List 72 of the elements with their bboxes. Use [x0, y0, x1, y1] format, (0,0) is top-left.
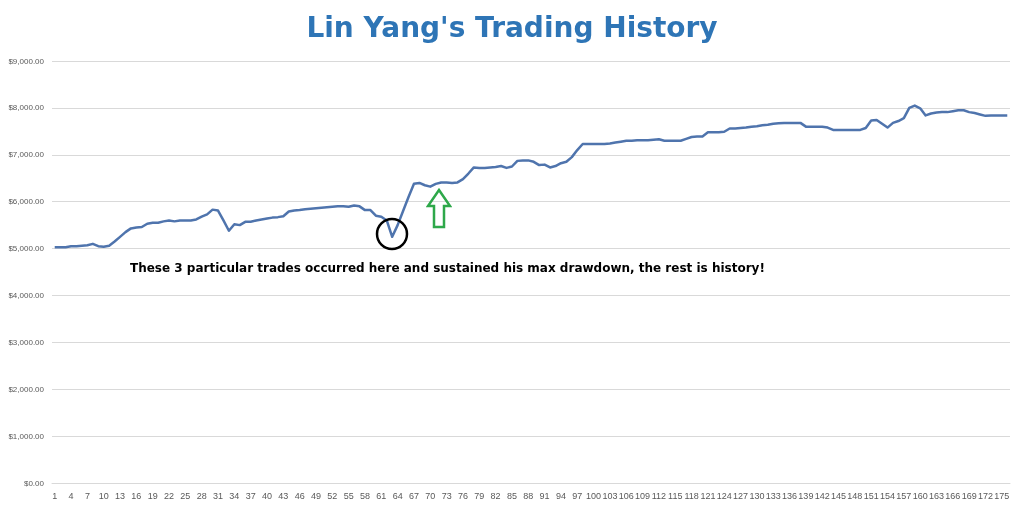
x-tick-label: 10: [98, 490, 109, 501]
x-tick-label: 76: [457, 490, 468, 501]
x-tick-label: 70: [425, 490, 436, 501]
x-tick-label: 49: [310, 490, 321, 501]
y-tick-label: $9,000.00: [8, 56, 45, 66]
x-tick-label: 37: [245, 490, 256, 501]
x-tick-label: 97: [572, 490, 583, 501]
x-tick-label: 64: [392, 490, 403, 501]
x-tick-label: 73: [441, 490, 452, 501]
x-tick-label: 22: [164, 490, 175, 501]
x-tick-label: 4: [68, 490, 74, 501]
x-tick-label: 16: [131, 490, 142, 501]
x-tick-label: 52: [327, 490, 338, 501]
y-tick-label: $1,000.00: [8, 431, 45, 441]
x-tick-label: 103: [602, 490, 618, 501]
x-tick-label: 7: [84, 490, 90, 501]
y-tick-label: $5,000.00: [8, 244, 45, 254]
x-tick-label: 28: [196, 490, 207, 501]
x-tick-label: 169: [961, 490, 977, 501]
x-tick-label: 124: [716, 490, 732, 501]
x-tick-label: 34: [229, 490, 240, 501]
x-tick-label: 151: [863, 490, 879, 501]
x-tick-label: 19: [147, 490, 158, 501]
y-tick-label: $8,000.00: [8, 103, 45, 113]
x-tick-label: 46: [294, 490, 305, 501]
y-tick-label: $7,000.00: [8, 150, 45, 160]
x-tick-label: 163: [929, 490, 945, 501]
y-tick-label: $2,000.00: [8, 384, 45, 394]
y-tick-label: $6,000.00: [8, 197, 45, 207]
x-tick-label: 82: [490, 490, 501, 501]
x-tick-label: 172: [977, 490, 994, 501]
x-tick-label: 112: [651, 490, 667, 501]
x-tick-label: 154: [880, 490, 896, 501]
x-tick-label: 139: [798, 490, 814, 501]
x-tick-label: 160: [912, 490, 928, 501]
x-tick-label: 142: [814, 490, 830, 501]
x-tick-label: 133: [765, 490, 781, 501]
y-tick-label: $0.00: [23, 478, 45, 488]
x-tick-label: 31: [213, 490, 224, 501]
y-tick-label: $4,000.00: [8, 290, 45, 300]
x-tick-label: 91: [539, 490, 550, 501]
x-tick-label: 130: [749, 490, 765, 501]
x-tick-label: 25: [180, 490, 191, 501]
x-tick-label: 100: [586, 490, 602, 501]
x-tick-label: 109: [635, 490, 651, 501]
x-tick-label: 43: [278, 490, 289, 501]
x-tick-label: 13: [115, 490, 126, 501]
x-tick-label: 106: [618, 490, 634, 501]
x-tick-label: 118: [684, 490, 699, 501]
x-tick-label: 136: [782, 490, 798, 501]
x-tick-label: 166: [945, 490, 961, 501]
x-tick-label: 1: [52, 490, 58, 501]
x-tick-label: 58: [359, 490, 370, 501]
annotation: These 3 particular trades occurred here and sustained his max drawdown, the rest is history!: [130, 261, 765, 275]
x-tick-label: 79: [474, 490, 485, 501]
x-tick-label: 115: [668, 490, 683, 501]
x-tick-label: 127: [733, 490, 749, 501]
x-tick-label: 88: [523, 490, 534, 501]
x-tick-label: 61: [376, 490, 387, 501]
x-tick-label: 67: [408, 490, 419, 501]
x-tick-label: 157: [896, 490, 912, 501]
x-tick-label: 85: [506, 490, 517, 501]
x-tick-label: 94: [555, 490, 566, 501]
chart-title: Lin Yang's Trading History: [306, 10, 718, 44]
x-tick-label: 148: [847, 490, 863, 501]
x-tick-label: 55: [343, 490, 354, 501]
x-tick-label: 145: [831, 490, 847, 501]
x-tick-label: 175: [994, 490, 1010, 501]
x-tick-label: 40: [262, 490, 273, 501]
line-series: [53, 104, 1009, 249]
x-tick-label: 121: [700, 490, 716, 501]
y-tick-label: $3,000.00: [8, 337, 45, 347]
